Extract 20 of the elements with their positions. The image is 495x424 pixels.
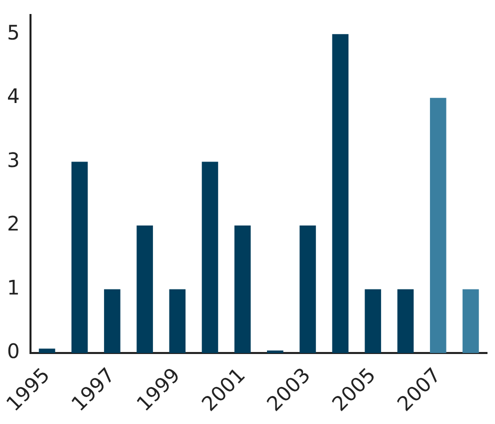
bar (234, 225, 251, 354)
bar (71, 162, 88, 354)
bar (430, 98, 446, 354)
bar (169, 289, 186, 354)
y-tick-label: 1 (6, 275, 20, 300)
bar (332, 34, 348, 354)
bar (104, 289, 120, 354)
bar (38, 348, 56, 354)
y-tick-label: 3 (6, 148, 20, 172)
bar (202, 162, 218, 354)
bar (300, 225, 316, 354)
bar (397, 289, 414, 354)
y-tick-label: 5 (6, 20, 20, 44)
y-tick-label: 0 (6, 339, 20, 364)
y-tick-label: 4 (6, 84, 20, 108)
bar (462, 289, 479, 354)
bar (267, 350, 284, 354)
y-tick-label: 2 (6, 212, 20, 236)
bar (364, 289, 382, 354)
bar (136, 225, 153, 354)
